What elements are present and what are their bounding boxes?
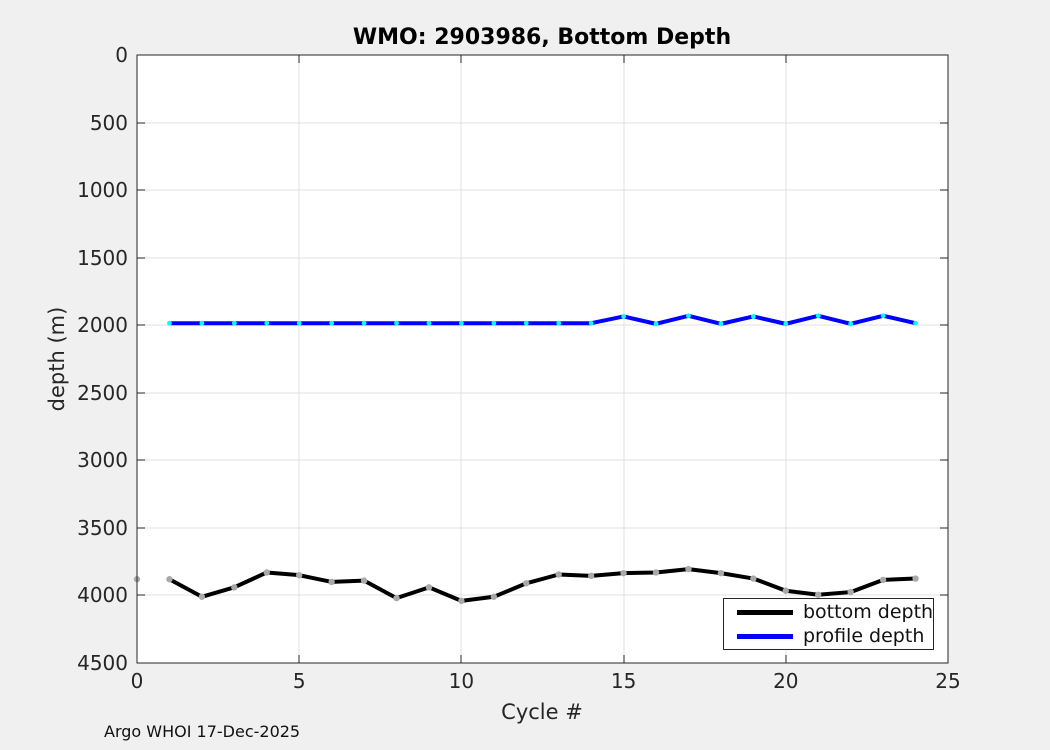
legend-item-bottom-depth: bottom depth [724, 601, 933, 623]
series-marker-profile-depth [718, 321, 724, 327]
legend-line-sample-blue [737, 633, 793, 639]
legend-line-sample-black [737, 609, 793, 615]
chart-title: WMO: 2903986, Bottom Depth [352, 25, 732, 50]
series-marker-profile-depth [848, 321, 854, 327]
series-marker-profile-depth [783, 321, 789, 327]
series-marker-bottom-depth [490, 593, 498, 600]
y-tick-label: 4000 [77, 583, 128, 608]
series-marker-bottom-depth [879, 576, 887, 584]
x-tick-label: 25 [935, 669, 961, 693]
series-marker-bottom-depth [652, 569, 660, 576]
series-marker-profile-depth [556, 320, 562, 326]
series-marker-profile-depth [296, 320, 302, 326]
x-tick-label: 20 [773, 669, 799, 693]
series-marker-profile-depth [231, 320, 237, 326]
series-marker-bottom-depth [166, 576, 173, 583]
x-axis-label: Cycle # [501, 700, 583, 724]
y-tick-label: 2500 [77, 380, 128, 405]
y-tick-label: 1000 [77, 178, 128, 203]
series-marker-bottom-depth [296, 571, 303, 579]
y-tick-label: 1500 [77, 245, 128, 270]
series-marker-profile-depth [491, 320, 497, 326]
series-marker-bottom-depth [847, 588, 854, 596]
legend-label-profile-depth: profile depth [803, 624, 925, 647]
series-marker-profile-depth [329, 320, 335, 326]
x-tick-label: 10 [448, 669, 475, 693]
legend: bottom depth profile depth [723, 598, 934, 650]
attribution-text: Argo WHOI 17-Dec-2025 [104, 722, 301, 741]
series-marker-bottom-depth [360, 577, 368, 584]
series-marker-profile-depth [750, 314, 756, 319]
series-marker-bottom-depth [587, 572, 595, 580]
x-tick-label: 5 [292, 669, 306, 693]
series-marker-profile-depth [686, 313, 691, 319]
y-tick-label: 500 [89, 110, 128, 135]
series-marker-profile-depth [523, 320, 529, 326]
series-marker-bottom-depth [231, 584, 238, 591]
series-marker-bottom-depth [425, 584, 433, 591]
legend-item-profile-depth: profile depth [724, 625, 933, 647]
series-line-bottom-depth [168, 567, 916, 603]
series-line-profile-depth [169, 313, 917, 326]
y-tick-label: 0 [115, 43, 128, 67]
series-marker-bottom-depth [198, 593, 206, 600]
series-marker-profile-depth [621, 314, 626, 319]
y-tick-label: 3500 [77, 515, 128, 540]
legend-label-bottom-depth: bottom depth [803, 600, 934, 623]
series-marker-bottom-depth [620, 569, 627, 577]
y-tick-label: 2000 [77, 313, 128, 338]
series-marker-profile-depth [167, 320, 172, 326]
series-marker-bottom-depth [555, 571, 562, 578]
series-marker-bottom-depth [523, 580, 530, 587]
x-tick-label: 0 [130, 669, 144, 693]
series-marker-profile-depth [913, 320, 918, 326]
series-marker-profile-depth [264, 320, 270, 326]
plot-background [137, 55, 948, 663]
series-marker-bottom-depth [782, 587, 789, 594]
series-marker-bottom-depth [458, 597, 465, 605]
series-marker-profile-depth [815, 313, 821, 319]
series-marker-profile-depth [880, 313, 886, 319]
axes-box [136, 54, 949, 664]
series-marker-bottom-depth [815, 591, 822, 598]
y-tick-label: 3000 [77, 448, 128, 473]
series-marker-profile-depth [426, 320, 432, 326]
series-marker-bottom-depth [912, 575, 919, 582]
series-marker-bottom-depth [717, 569, 725, 577]
series-marker-bottom-depth [750, 575, 757, 582]
series-marker-profile-depth [394, 320, 399, 326]
series-marker-profile-depth [459, 320, 464, 326]
series-marker-profile-depth [653, 321, 659, 327]
series-marker-profile-depth [199, 320, 205, 326]
series-marker-profile-depth [361, 320, 367, 326]
y-tick-label: 4500 [77, 651, 128, 675]
x-tick-label: 15 [610, 669, 637, 693]
series-marker-bottom-depth [685, 565, 692, 573]
series-marker-bottom-depth [263, 569, 270, 576]
series-marker-bottom-depth [328, 578, 335, 586]
series-marker-profile-depth [588, 320, 594, 326]
series-marker-bottom-depth [393, 594, 400, 602]
